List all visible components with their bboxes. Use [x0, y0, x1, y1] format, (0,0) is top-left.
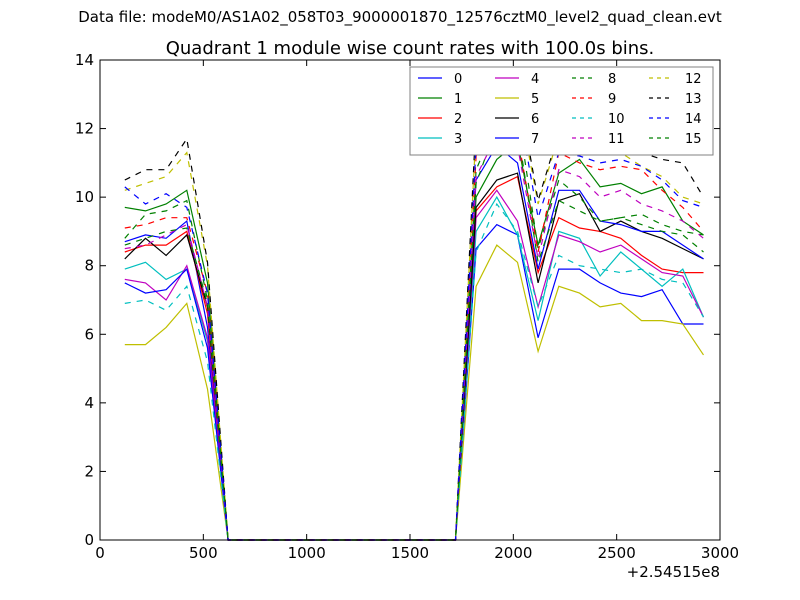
y-tick-label: 12 [75, 120, 94, 138]
y-tick-label: 0 [84, 531, 94, 549]
y-tick-label: 4 [84, 394, 94, 412]
suptitle: Data file: modeM0/AS1A02_058T03_90000018… [78, 8, 722, 26]
x-tick-label: 0 [95, 544, 105, 562]
chart-title: Quadrant 1 module wise count rates with … [166, 38, 655, 59]
legend-label-7: 7 [531, 132, 539, 147]
y-tick-label: 6 [84, 325, 94, 343]
x-tick-label: 3000 [701, 544, 739, 562]
legend-label-1: 1 [454, 92, 462, 107]
legend-label-15: 15 [685, 132, 702, 147]
legend-label-3: 3 [454, 132, 462, 147]
legend-label-5: 5 [531, 92, 539, 107]
legend-label-12: 12 [685, 72, 702, 87]
legend-label-11: 11 [608, 132, 625, 147]
x-offset-label: +2.54515e8 [627, 563, 720, 581]
legend-box [409, 66, 714, 156]
y-tick-label: 8 [84, 257, 94, 275]
x-tick-label: 2000 [494, 544, 532, 562]
series-line-14 [124, 90, 704, 541]
legend-label-0: 0 [454, 72, 462, 87]
x-tick-label: 1000 [288, 544, 326, 562]
legend-label-9: 9 [608, 92, 616, 107]
legend-label-10: 10 [608, 112, 625, 127]
y-tick-label: 14 [75, 51, 94, 69]
y-tick-label: 10 [75, 188, 94, 206]
legend-label-6: 6 [531, 112, 539, 127]
x-tick-label: 1500 [391, 544, 429, 562]
x-tick-label: 2500 [598, 544, 636, 562]
series-line-11 [124, 134, 704, 541]
legend-label-2: 2 [454, 112, 462, 127]
legend-label-13: 13 [685, 92, 702, 107]
y-tick-label: 2 [84, 462, 94, 480]
x-tick-label: 500 [189, 544, 218, 562]
legend-label-4: 4 [531, 72, 539, 87]
legend-label-8: 8 [608, 72, 616, 87]
legend-label-14: 14 [685, 112, 702, 127]
